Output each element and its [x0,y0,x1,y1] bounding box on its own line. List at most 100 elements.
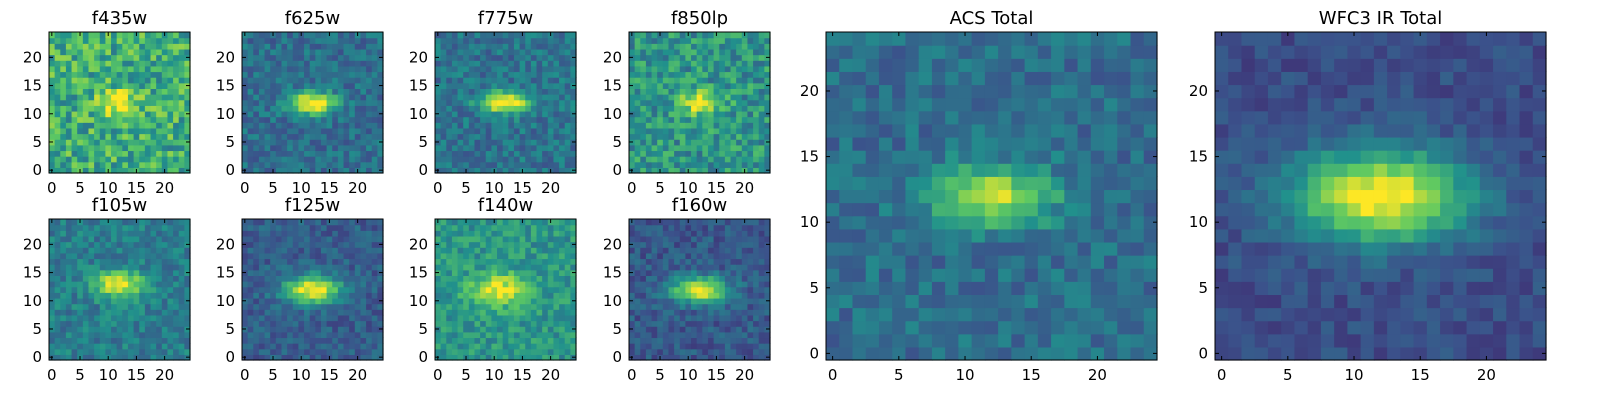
heatmap-cell [111,230,118,237]
heatmap-cell [502,297,509,305]
heatmap-cell [82,150,90,157]
heatmap-cell [94,230,101,237]
heatmap-cell [343,71,350,78]
heatmap-cell [337,144,345,152]
heatmap-cell [570,343,577,350]
heatmap-cell [736,133,743,140]
heatmap-cell [530,281,538,288]
heatmap-cell [343,326,350,333]
heatmap-cell [167,224,174,231]
heatmap-cell [480,88,487,95]
heatmap-cell [736,281,743,288]
heatmap-cell [111,94,118,101]
heatmap-cell [150,314,157,322]
heatmap-cell [99,281,106,288]
heatmap-cell [343,309,350,316]
heatmap-cell [349,241,356,248]
heatmap-cell [530,32,538,39]
heatmap-cell [349,247,356,254]
heatmap-cell [281,150,288,157]
heatmap-cell [491,292,498,299]
heatmap-cell [753,297,760,305]
heatmap-cell [651,77,658,84]
heatmap-cell [275,94,283,101]
heatmap-cell [82,82,90,89]
heatmap-cell [320,219,328,226]
heatmap-cell [326,77,333,84]
heatmap-cell [94,303,101,310]
heatmap-cell [457,133,464,140]
heatmap-cell [457,110,464,118]
heatmap-cell [542,150,549,157]
x-tick-label: 20 [541,179,560,197]
heatmap-cell [304,88,311,95]
heatmap-cell [366,292,373,299]
heatmap-cell [354,144,362,152]
heatmap-cell [309,230,316,237]
heatmap-cell [88,303,95,310]
heatmap-cell [94,252,101,260]
heatmap-cell [320,133,328,140]
heatmap-cell [525,235,532,243]
heatmap-cell [696,65,703,73]
heatmap-cell [292,127,299,135]
heatmap-cell [519,252,526,260]
heatmap-cell [547,65,555,73]
heatmap-cell [519,281,526,288]
heatmap-cell [150,258,157,265]
heatmap-cell [485,297,492,305]
heatmap-cell [435,161,442,168]
heatmap-cell [662,286,670,293]
heatmap-cell [685,161,692,168]
heatmap-cell [127,230,135,237]
heatmap-cell [253,144,260,152]
heatmap-cell [133,297,140,305]
heatmap-cell [741,116,749,123]
heatmap-cell [485,252,492,260]
heatmap-cell [758,309,765,316]
heatmap-cell [741,156,749,163]
heatmap-cell [657,110,664,118]
heatmap-cells [435,219,577,361]
heatmap-cell [508,105,515,112]
heatmap-cell [337,241,345,248]
heatmap-cell [65,133,73,140]
heatmap-cell [309,337,316,344]
heatmap-cell [156,139,163,146]
heatmap-cell [530,275,538,282]
heatmap-cell [275,156,283,163]
heatmap-cell [49,71,56,78]
heatmap-cell [741,161,749,168]
heatmap-cell [530,105,538,112]
heatmap-cell [326,314,333,322]
heatmap-cell [536,354,543,361]
heatmap-cell [116,167,123,174]
heatmap-cell [320,65,328,73]
heatmap-cell [530,247,538,254]
heatmap-cell [82,122,90,129]
heatmap-cell [60,314,67,322]
x-tick-label: 0 [433,179,443,197]
heatmap-cell [474,337,481,344]
heatmap-cell [71,99,78,106]
heatmap-cell [736,275,743,282]
heatmap-cell [685,54,692,61]
heatmap-cell [354,99,362,106]
heatmap-cell [474,122,481,129]
heatmap-cell [564,275,571,282]
heatmap-cell [542,133,549,140]
heatmap-cell [502,354,509,361]
heatmap-cell [542,110,549,118]
heatmap-cell [71,354,78,361]
heatmap-cell [707,326,715,333]
heatmap-cell [485,82,492,89]
heatmap-cell [298,303,305,310]
heatmap-cell [270,139,277,146]
heatmap-cell [320,326,328,333]
heatmap-cell [651,320,658,327]
heatmap-cell [349,320,356,327]
heatmap-cell [360,275,367,282]
heatmap-cell [258,247,266,254]
heatmap-cell [304,331,311,339]
heatmap-cell [730,105,737,112]
